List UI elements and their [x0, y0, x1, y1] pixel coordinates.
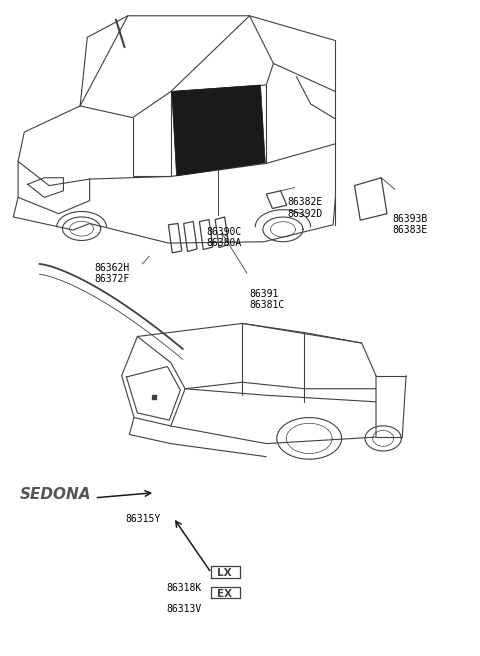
Text: 86315Y: 86315Y	[125, 514, 161, 524]
Text: EX: EX	[216, 589, 232, 599]
Text: 86391
86381C: 86391 86381C	[250, 289, 285, 310]
Text: 86390C
86380A: 86390C 86380A	[206, 227, 242, 249]
Text: 86318K: 86318K	[166, 583, 201, 593]
Text: 86393B
86383E: 86393B 86383E	[393, 214, 428, 236]
Text: SEDONA: SEDONA	[20, 487, 91, 502]
Polygon shape	[172, 85, 265, 176]
Text: 86313V: 86313V	[166, 604, 201, 613]
Text: LX: LX	[216, 568, 231, 578]
Text: 86362H
86372F: 86362H 86372F	[95, 262, 130, 284]
Text: 86382E
86392D: 86382E 86392D	[288, 197, 323, 219]
